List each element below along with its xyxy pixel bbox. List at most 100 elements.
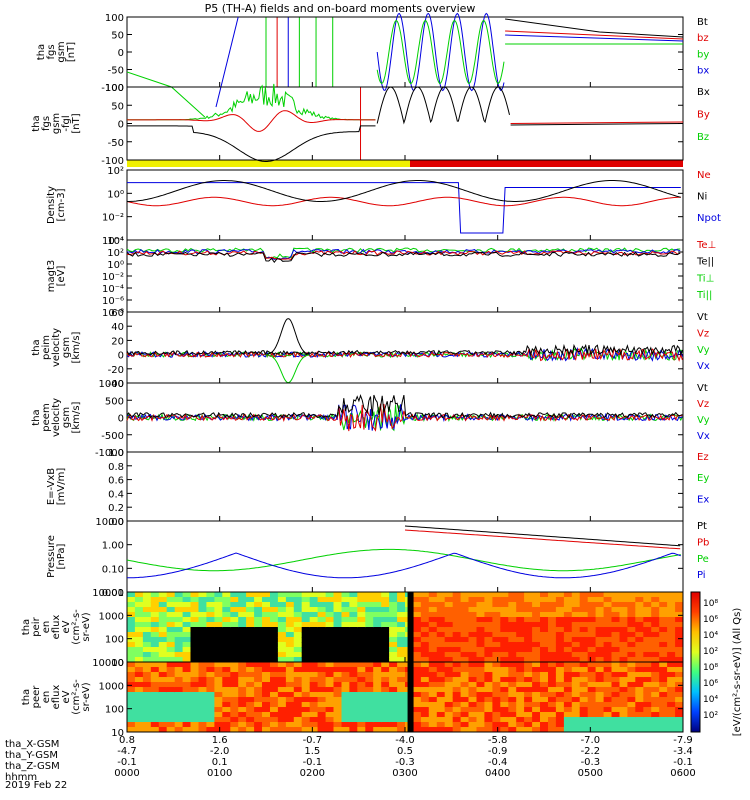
- spectrogram-cell: [603, 712, 613, 718]
- spectrogram-cell: [190, 702, 199, 708]
- state-bar-yellow: [127, 160, 410, 167]
- spectrogram-cell: [643, 677, 652, 683]
- spectrogram-cell: [270, 687, 279, 693]
- spectrogram-cell: [524, 717, 533, 723]
- spectrogram-cell: [246, 627, 255, 633]
- spectrogram-cell: [651, 662, 660, 668]
- spectrogram-cell: [595, 617, 605, 623]
- spectrogram-cell: [174, 722, 184, 728]
- spectrogram-cell: [643, 647, 652, 653]
- spectrogram-cell: [468, 677, 477, 683]
- spectrogram-cell: [166, 702, 176, 708]
- spectrogram-cell: [659, 702, 668, 708]
- spectrogram-cell: [285, 727, 295, 732]
- spectrogram-cell: [262, 707, 271, 713]
- spectrogram-cell: [571, 612, 581, 618]
- spectrogram-cell: [341, 627, 350, 633]
- spectrogram-cell: [492, 657, 501, 662]
- spectrogram-cell: [500, 647, 509, 653]
- spectrogram-cell: [285, 627, 295, 633]
- spectrogram-cell: [571, 652, 581, 658]
- spectrogram-cell: [619, 697, 628, 703]
- spectrogram-cell: [635, 647, 644, 653]
- spectrogram-cell: [254, 692, 263, 698]
- spectrogram-cell: [325, 702, 335, 708]
- spectrogram-cell: [325, 672, 335, 678]
- spectrogram-cell: [309, 682, 319, 688]
- spectrogram-cell: [524, 637, 533, 643]
- spectrogram-cell: [643, 652, 652, 658]
- spectrogram-cell: [333, 677, 342, 683]
- y-tick-label: 0.2: [108, 503, 124, 514]
- spectrogram-cell: [643, 627, 652, 633]
- spectrogram-cell: [508, 627, 517, 633]
- spectrogram-cell: [214, 612, 223, 618]
- spectrogram-cell: [444, 722, 454, 728]
- y-tick-label: 500: [105, 396, 124, 407]
- spectrogram-cell: [468, 682, 477, 688]
- spectrogram-cell: [365, 692, 374, 698]
- spectrogram-cell: [444, 637, 454, 643]
- legend-ne: Ne: [697, 170, 711, 181]
- spectrogram-cell: [397, 702, 406, 708]
- spectrogram-cell: [325, 632, 335, 638]
- spectrogram-cell: [500, 622, 509, 628]
- spectrogram-cell: [270, 662, 279, 668]
- spectrogram-cell: [627, 682, 636, 688]
- spectrogram-cell: [452, 697, 462, 703]
- spectrogram-cell: [428, 597, 438, 603]
- series-pe: [126, 548, 681, 572]
- spectrogram-cell: [667, 657, 676, 662]
- spectrogram-cell: [627, 702, 636, 708]
- x-axis-value: 0000: [114, 768, 139, 779]
- spectrogram-cell: [246, 657, 255, 662]
- spectrogram-cell: [476, 702, 485, 708]
- spectrogram-cell: [619, 712, 628, 718]
- spectrogram-cell: [675, 632, 683, 638]
- spectrogram-cell: [540, 657, 549, 662]
- spectrogram-cell: [158, 597, 168, 603]
- spectrogram-cell: [587, 642, 597, 648]
- spectrogram-cell: [389, 657, 398, 662]
- spectrogram-cell: [603, 652, 613, 658]
- spectrogram-cell: [587, 602, 597, 608]
- spectrogram-cell: [270, 727, 279, 732]
- spectrogram-cell: [468, 607, 477, 613]
- spectrogram-cell: [262, 702, 271, 708]
- spectrogram-cell: [246, 712, 255, 718]
- spectrogram-cell: [619, 592, 628, 598]
- spectrogram-cell: [222, 672, 231, 678]
- spectrogram-cell: [293, 657, 303, 662]
- spectrogram-cell: [484, 647, 493, 653]
- spectrogram-cell: [381, 727, 390, 732]
- spectrogram-cell: [277, 642, 287, 648]
- spectrogram-cell: [230, 642, 239, 648]
- spectrogram-cell: [373, 592, 382, 598]
- spectrogram-cell: [230, 672, 239, 678]
- spectrogram-cell: [214, 692, 223, 698]
- spectrogram-cell: [357, 607, 366, 613]
- spectrogram-cell: [262, 602, 271, 608]
- spectrogram-cell: [285, 712, 295, 718]
- spectrogram-cell: [635, 707, 644, 713]
- spectrogram-cell: [365, 682, 374, 688]
- spectrogram-cell: [301, 692, 311, 698]
- series-temp: [127, 248, 681, 260]
- spectrogram-cell: [595, 697, 605, 703]
- spectrogram-cell: [500, 612, 509, 618]
- spectrogram-cell: [532, 642, 541, 648]
- spectrogram-cell: [381, 652, 390, 658]
- spectrogram-cell: [349, 642, 358, 648]
- spectrogram-cell: [436, 697, 446, 703]
- spectrogram-cell: [230, 707, 239, 713]
- spectrogram-cell: [460, 592, 470, 598]
- x-axis-value: -0.1: [117, 757, 137, 768]
- spectrogram-cell: [555, 642, 565, 648]
- spectrogram-cell: [428, 697, 438, 703]
- spectrogram-cell: [619, 727, 628, 732]
- spectrogram-cell: [603, 697, 613, 703]
- spectrogram-cell: [206, 677, 215, 683]
- spectrogram-cell: [548, 632, 557, 638]
- spectrogram-cell: [277, 622, 287, 628]
- spectrogram-cell: [428, 632, 438, 638]
